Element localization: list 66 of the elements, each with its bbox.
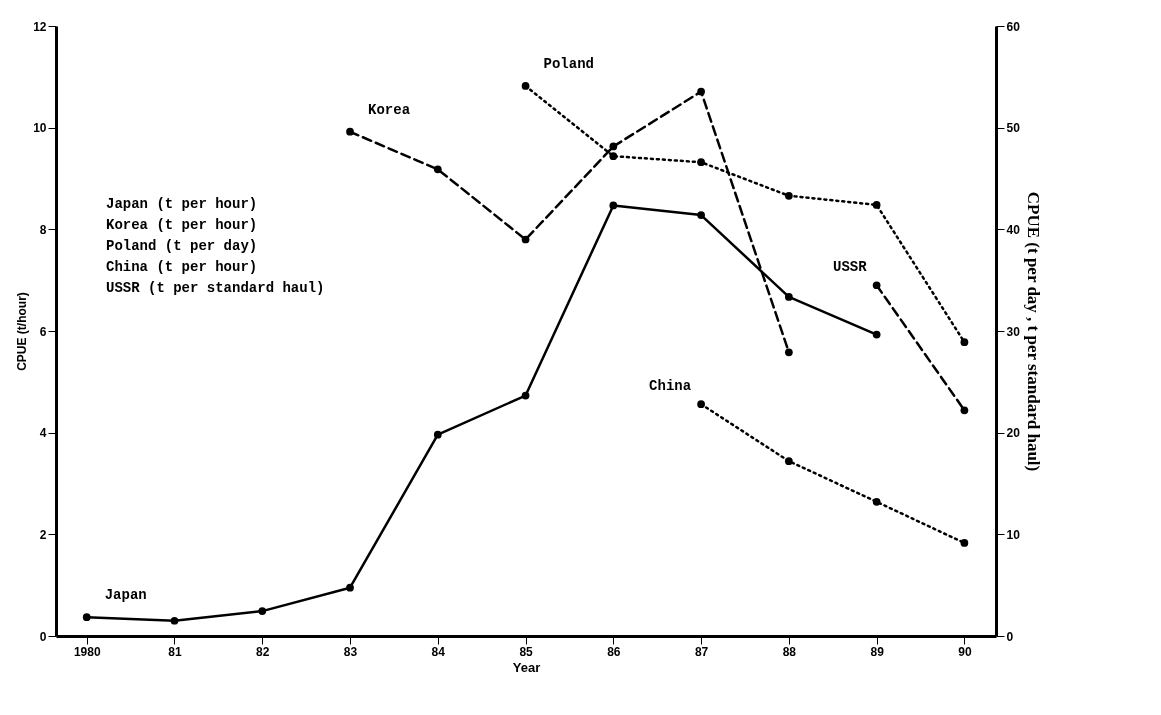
series-label: USSR — [833, 259, 868, 276]
y-tick-label: 0 — [39, 629, 47, 644]
point — [609, 152, 618, 160]
point — [872, 281, 881, 290]
point — [784, 191, 793, 200]
x-tick-label: 81 — [168, 644, 182, 659]
point — [697, 211, 705, 219]
series-label: Poland — [543, 55, 594, 72]
y2-tick-label: 0 — [1006, 629, 1014, 644]
series-label: China — [649, 378, 692, 395]
x-tick-label: 82 — [256, 644, 270, 659]
point — [960, 539, 969, 547]
x-axis-title: Year — [512, 659, 541, 675]
point — [784, 348, 793, 357]
y2-tick-label: 20 — [1006, 426, 1021, 441]
point — [433, 165, 442, 174]
x-tick-label: 85 — [519, 644, 534, 659]
x-tick-label: 88 — [782, 644, 797, 659]
point — [521, 391, 530, 400]
point — [609, 142, 618, 151]
series-label: Korea — [368, 101, 411, 118]
x-tick-label: 1980 — [73, 644, 101, 659]
point — [784, 457, 793, 465]
point — [170, 616, 179, 625]
point — [697, 400, 705, 409]
y2-tick-label: 40 — [1006, 222, 1021, 237]
y-tick-label: 6 — [39, 324, 47, 339]
y2-tick-label: 30 — [1006, 324, 1021, 339]
point — [872, 497, 881, 506]
point — [784, 293, 793, 301]
point — [82, 613, 91, 622]
y-tick-label: 8 — [39, 222, 47, 237]
x-tick-label: 90 — [958, 644, 972, 659]
x-tick-label: 87 — [694, 644, 709, 659]
point — [960, 406, 969, 415]
annotation: Japan (t per hour) — [106, 195, 258, 212]
point — [872, 330, 881, 339]
y2-axis-title: CPUE (t per day , t per standard haul) — [1023, 191, 1043, 472]
point — [433, 430, 442, 439]
y2-tick-label: 60 — [1006, 19, 1021, 34]
y2-tick-label: 50 — [1006, 121, 1021, 136]
x-tick-label: 89 — [870, 644, 885, 659]
annotation: Korea (t per hour) — [106, 216, 258, 233]
point — [521, 82, 530, 90]
y-tick-label: 2 — [39, 527, 47, 542]
point — [872, 201, 881, 209]
point — [346, 127, 354, 136]
y-axis-title: CPUE (t/hour) — [15, 292, 30, 371]
x-tick-label: 84 — [431, 644, 446, 659]
x-tick-label: 83 — [343, 644, 358, 659]
point — [258, 607, 267, 615]
y-tick-label: 10 — [33, 121, 47, 136]
point — [697, 87, 705, 96]
annotation: Poland (t per day) — [106, 237, 258, 254]
point — [521, 235, 530, 244]
y-tick-label: 4 — [39, 426, 47, 441]
y-tick-label: 12 — [33, 19, 47, 34]
point — [960, 338, 969, 347]
series-label: Japan — [104, 587, 147, 604]
y2-tick-label: 10 — [1006, 527, 1021, 542]
point — [697, 158, 705, 167]
point — [346, 583, 354, 592]
annotation: China (t per hour) — [106, 258, 258, 275]
point — [609, 201, 618, 210]
annotation: USSR (t per standard haul) — [106, 279, 325, 296]
x-tick-label: 86 — [607, 644, 621, 659]
